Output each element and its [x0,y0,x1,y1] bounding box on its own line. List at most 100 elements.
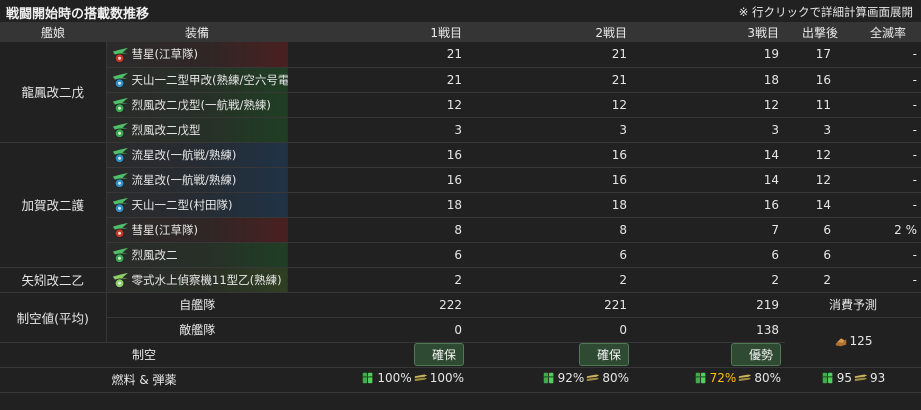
supply-row: 燃料 & 弾薬 100% 100% 92% 80% 72% 80% 95 93 [0,367,921,393]
count-battle-3: 12 [633,92,785,118]
table-row[interactable]: 加賀改二護 流星改(一航戦/熟練) 16 16 14 12- [0,142,921,268]
equipment-name: 天山一二型(村田隊) [131,197,233,212]
supply-values: 100% 100% [361,371,464,385]
count-battle-2: 8 [468,217,633,243]
equipment: 零式水上偵察機11型乙(熟練) [111,270,289,289]
count-battle-3: 3 [633,117,785,143]
equipment-cell: 流星改(一航戦/熟練) [106,167,288,193]
supply-total-values: 95 93 [821,371,885,385]
ammo-percent: 80% [602,371,629,385]
count-battle-3: 7 [633,217,785,243]
equipment: 天山一二型(村田隊) [111,195,289,214]
fuel-percent: 100% [377,371,412,385]
table-row[interactable]: 流星改(一航戦/熟練) 16 16 14 12- [0,167,921,193]
fighter-icon [112,97,128,114]
enemy-air-1: 0 [288,317,468,343]
air-control-row: 制空 確保 確保 優勢 [0,342,921,368]
ship-name: 矢矧改二乙 [0,267,107,293]
air-own-row: 制空値(平均) 自艦隊 222 221 219 消費予測 [0,292,921,343]
equipment: 彗星(江草隊) [111,45,289,64]
count-after: 14 [785,192,855,218]
count-battle-1: 3 [288,117,468,143]
attacker-icon [112,147,128,164]
table-row[interactable]: 龍鳳改二戊 彗星(江草隊) 21 21 19 17- [0,42,921,143]
equipment-name: 烈風改二戊型(一航戦/熟練) [131,97,271,112]
bauxite-icon [835,337,846,346]
count-after: 12 [785,142,855,168]
wipe-rate: - [855,67,921,93]
equipment-name: 流星改(一航戦/熟練) [131,147,237,162]
equipment: 彗星(江草隊) [111,220,289,239]
attacker-icon [112,197,128,214]
air-power-label: 制空値(平均) [0,292,107,343]
count-battle-1: 21 [288,67,468,93]
fuel-percent: 72% [709,371,737,385]
count-battle-1: 18 [288,192,468,218]
header-after: 出撃後 [785,22,855,42]
table-row[interactable]: 矢矧改二乙 零式水上偵察機11型乙(熟練) 2 2 2 2- [0,267,921,293]
count-battle-1: 21 [288,42,468,68]
count-battle-3: 19 [633,42,785,68]
fuel-icon [363,372,373,384]
count-battle-3: 14 [633,142,785,168]
carry-table: 艦娘 装備 1戦目 2戦目 3戦目 出撃後 全滅率 龍鳳改二戊 彗星(江草隊) 21… [0,22,921,393]
header-equip: 装備 [106,22,288,42]
torpedo-bomber-icon [112,72,128,89]
table-row[interactable]: 天山一二型甲改(熟練/空六号電… 21 21 18 16- [0,67,921,93]
consume-cell: 125 [785,317,921,368]
own-air-3: 219 [633,292,785,318]
count-battle-2: 12 [468,92,633,118]
count-after: 17 [785,42,855,68]
count-after: 6 [785,242,855,268]
supply-battle-1: 100% 100% [288,367,468,393]
equipment-cell: 零式水上偵察機11型乙(熟練) [106,267,289,293]
count-battle-2: 6 [468,242,633,268]
count-battle-2: 16 [468,167,633,193]
own-air-2: 221 [468,292,633,318]
count-battle-2: 18 [468,192,633,218]
equipment: 烈風改二戊型 [111,120,289,139]
table-row[interactable]: 烈風改二戊型 3 3 3 3- [0,117,921,143]
air-state-badge-2: 確保 [579,343,629,366]
count-battle-3: 18 [633,67,785,93]
equipment-name: 零式水上偵察機11型乙(熟練) [131,272,282,287]
count-after: 3 [785,117,855,143]
supply-total: 95 93 [785,367,921,393]
count-battle-2: 16 [468,142,633,168]
fuel-icon [822,372,833,384]
wipe-rate: - [855,92,921,118]
count-battle-1: 16 [288,167,468,193]
equipment-cell: 流星改(一航戦/熟練) [106,142,289,168]
consume-value: 125 [849,333,873,348]
header-wipe: 全滅率 [855,22,921,42]
count-after: 6 [785,217,855,243]
count-battle-2: 21 [468,42,633,68]
count-battle-1: 2 [288,267,468,293]
table-row[interactable]: 烈風改二戊型(一航戦/熟練) 12 12 12 11- [0,92,921,118]
enemy-fleet-label: 敵艦隊 [106,317,288,343]
attacker-icon [112,172,128,189]
ammo-percent: 80% [754,371,781,385]
wipe-rate: - [855,142,921,168]
table-row[interactable]: 天山一二型(村田隊) 18 18 16 14- [0,192,921,218]
consume-label: 消費予測 [785,292,921,318]
air-state-badge-1: 確保 [414,343,464,366]
table-row[interactable]: 彗星(江草隊) 8 8 7 6 2 % [0,217,921,243]
dive-bomber-icon [112,47,128,63]
count-battle-3: 6 [633,242,785,268]
equipment: 烈風改二戊型(一航戦/熟練) [111,95,289,114]
air-control-label: 制空 [0,342,288,368]
fuel-percent: 92% [557,371,585,385]
table-row[interactable]: 烈風改二 6 6 6 6- [0,242,921,268]
supply-values: 72% 80% [694,371,781,385]
wipe-rate: - [855,117,921,143]
equipment-cell: 烈風改二戊型(一航戦/熟練) [106,92,289,118]
equipment: 流星改(一航戦/熟練) [111,145,289,164]
panel-header: 戦闘開始時の搭載数推移 ※ 行クリックで詳細計算画面展開 [0,0,921,22]
ammo-percent: 100% [429,371,464,385]
supply-values: 92% 80% [542,371,629,385]
supply-label: 燃料 & 弾薬 [0,367,288,393]
seaplane-icon [112,272,128,289]
fuel-icon [695,372,706,384]
own-air-1: 222 [288,292,468,318]
